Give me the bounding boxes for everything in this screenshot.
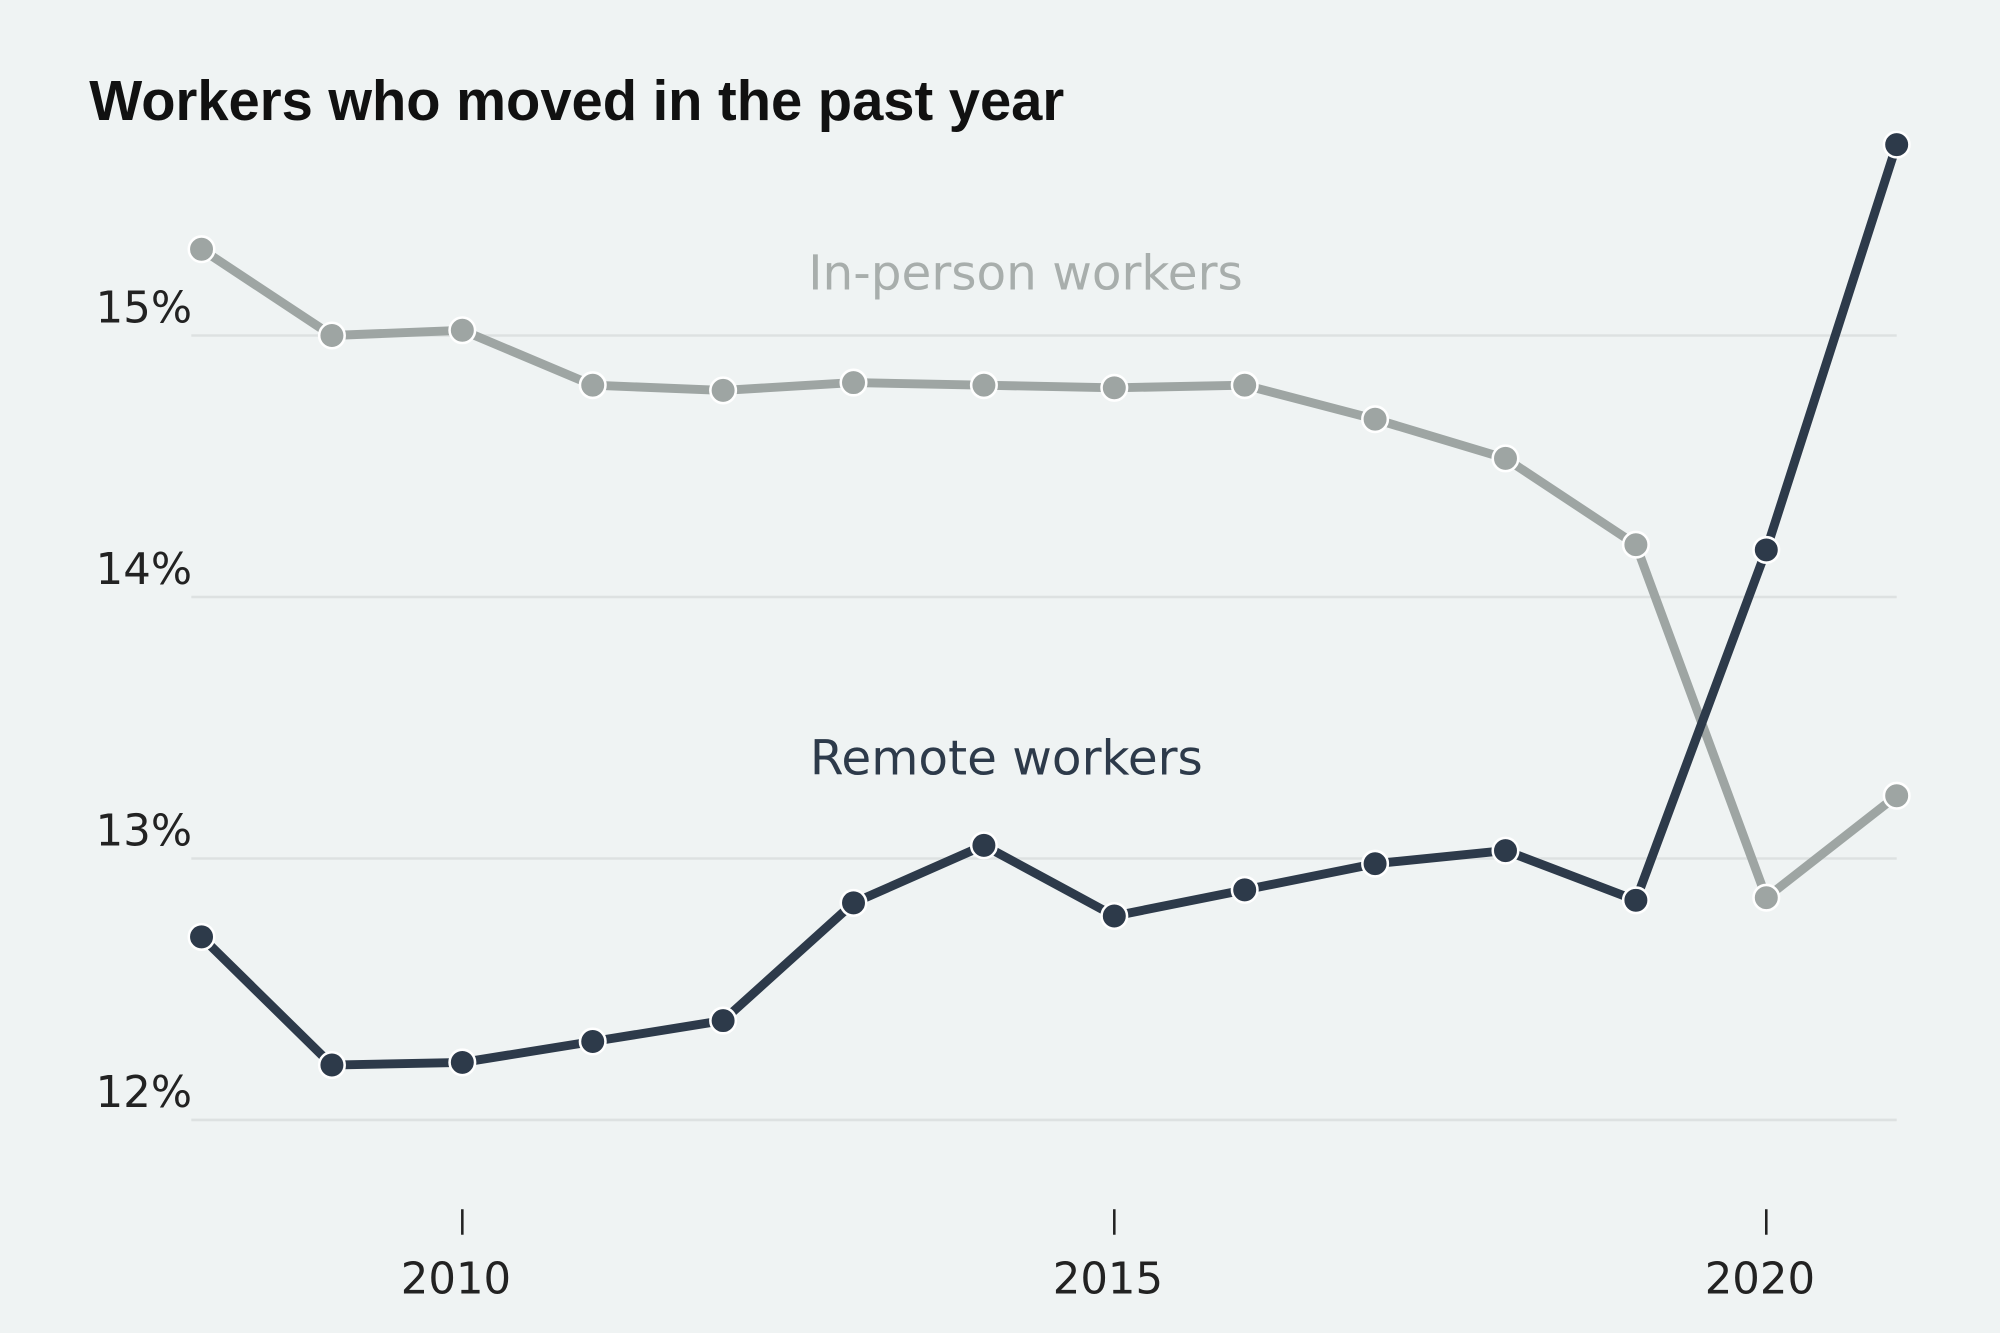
point xyxy=(1491,444,1520,473)
point xyxy=(1882,130,1911,159)
y-tick-label: 12% xyxy=(96,1068,192,1118)
point xyxy=(1882,781,1911,810)
point xyxy=(969,371,998,400)
point xyxy=(1361,849,1390,878)
x-tick-label: 2015 xyxy=(1053,1254,1163,1304)
series-line xyxy=(198,143,1901,1070)
point xyxy=(448,1048,477,1077)
point xyxy=(1230,875,1259,904)
series-label: Remote workers xyxy=(810,730,1203,786)
point xyxy=(1491,836,1520,865)
point xyxy=(578,371,607,400)
point xyxy=(839,368,868,397)
point xyxy=(1100,901,1129,931)
chart-title: Workers who moved in the past year xyxy=(89,69,1064,132)
point xyxy=(578,1027,607,1056)
series-label: In-person workers xyxy=(808,246,1242,302)
point xyxy=(1621,530,1650,559)
point xyxy=(1621,886,1650,915)
point xyxy=(1230,371,1259,400)
point xyxy=(1361,405,1390,434)
point xyxy=(709,376,738,405)
point xyxy=(709,1006,738,1035)
point xyxy=(317,1051,346,1080)
point xyxy=(969,831,998,860)
point xyxy=(839,888,868,917)
point xyxy=(448,316,477,345)
x-tick-label: 2010 xyxy=(401,1254,511,1304)
y-tick-label: 15% xyxy=(96,284,192,334)
point xyxy=(317,321,346,350)
point xyxy=(187,235,216,264)
point xyxy=(1100,373,1129,402)
y-tick-label: 14% xyxy=(96,545,192,595)
point xyxy=(1752,535,1781,564)
y-tick-label: 13% xyxy=(96,807,192,857)
point xyxy=(1752,883,1781,912)
series-line xyxy=(199,245,1900,903)
x-tick-label: 2020 xyxy=(1705,1254,1815,1304)
point xyxy=(187,922,216,951)
